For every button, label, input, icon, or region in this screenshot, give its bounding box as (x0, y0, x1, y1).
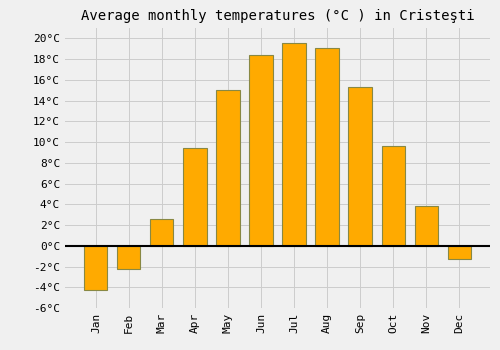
Bar (84, 246, 108, 290)
Title: Average monthly temperatures (°C ) in Cristeşti: Average monthly temperatures (°C ) in Cr… (80, 9, 474, 23)
Bar (216, 90, 240, 246)
Bar (414, 206, 438, 246)
Bar (282, 42, 306, 246)
Bar (150, 219, 174, 246)
Bar (118, 246, 141, 268)
Bar (250, 55, 272, 246)
Bar (448, 246, 470, 259)
Bar (348, 87, 372, 246)
Bar (184, 148, 206, 246)
Bar (316, 48, 338, 246)
Bar (382, 146, 404, 246)
